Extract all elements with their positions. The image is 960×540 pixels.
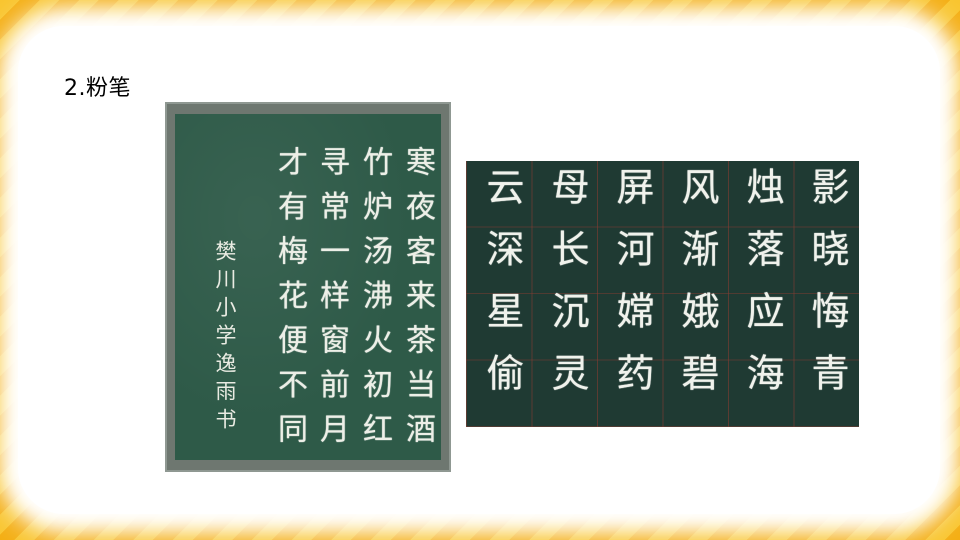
poem-column-2: 竹炉汤沸火初红 [357,146,392,458]
poem-column-1: 寒夜客来茶当酒 [400,146,435,458]
poem-column-3: 寻常一样窗前月 [314,146,349,458]
chalkboard-poem-surface: 寒夜客来茶当酒 竹炉汤沸火初红 寻常一样窗前月 才有梅花便不同 樊川小学逸雨书 [175,114,441,460]
poem-column-4: 才有梅花便不同 [272,146,307,458]
chalkboard-grid-image: 影晓悔青 烛落应海 风渐娥碧 屏河嫦药 母长沉灵 云深星偷 [466,161,859,427]
grid-column-6: 云深星偷 [480,167,524,415]
grid-column-2: 烛落应海 [740,167,784,415]
grid-column-5: 母长沉灵 [545,167,589,415]
grid-column-3: 风渐娥碧 [675,167,719,415]
grid-column-1: 影晓悔青 [805,167,849,415]
grid-column-4: 屏河嫦药 [610,167,654,415]
slide-heading: 2.粉笔 [64,76,131,101]
chalkboard-poem-image: 寒夜客来茶当酒 竹炉汤沸火初红 寻常一样窗前月 才有梅花便不同 樊川小学逸雨书 [165,102,451,472]
poem-signature: 樊川小学逸雨书 [213,240,237,436]
